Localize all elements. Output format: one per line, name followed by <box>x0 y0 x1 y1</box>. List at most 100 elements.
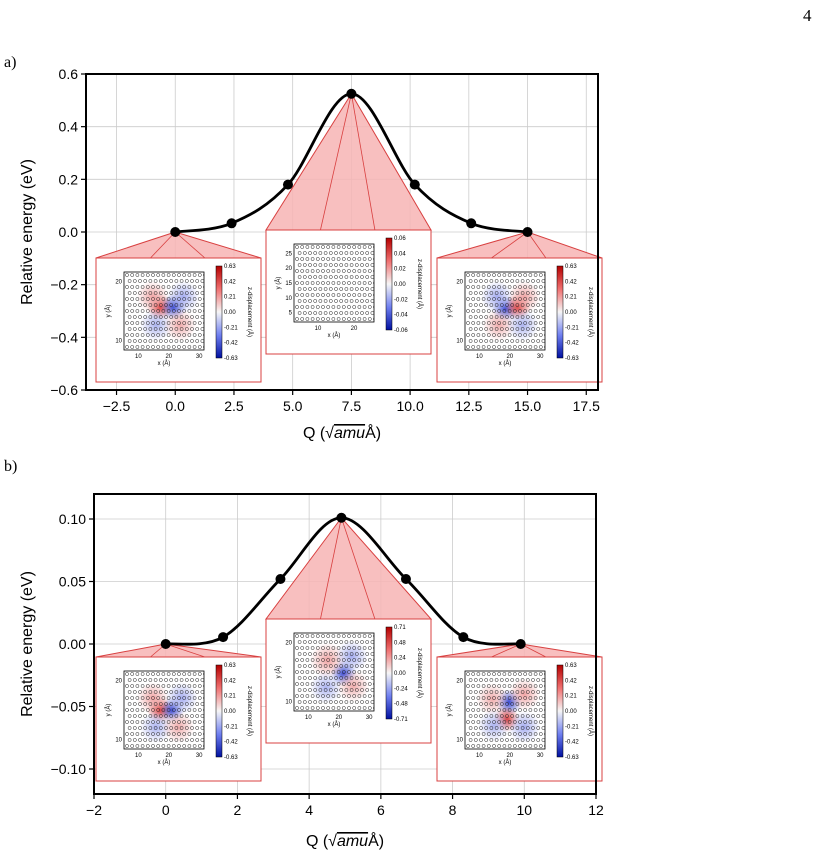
lattice-atom <box>171 696 176 700</box>
lattice-atom <box>313 652 318 656</box>
lattice-atom <box>505 738 509 742</box>
lattice-atom <box>531 315 535 319</box>
lattice-atom <box>520 714 525 718</box>
lattice-atom <box>489 702 494 706</box>
y-tick-label: −0.4 <box>50 329 78 345</box>
x-tick-label: 2 <box>234 802 242 818</box>
lattice-atom <box>305 682 310 686</box>
colorbar-label: z-displacement (Å) <box>246 686 253 736</box>
lattice-atom <box>297 299 302 303</box>
map-y-tick: 15 <box>285 281 292 287</box>
lattice-atom <box>538 333 543 337</box>
data-point <box>522 227 533 237</box>
lattice-atom <box>132 678 137 682</box>
lattice-atom <box>310 293 315 297</box>
lattice-atom <box>300 670 305 674</box>
lattice-atom <box>468 690 473 694</box>
lattice-atom <box>127 678 132 682</box>
lattice-atom <box>187 345 192 349</box>
lattice-atom <box>362 658 367 662</box>
lattice-atom <box>318 251 323 255</box>
lattice-atom <box>318 299 323 303</box>
displacement-blob <box>506 309 539 342</box>
lattice-atom <box>177 333 181 337</box>
lattice-atom <box>130 297 135 301</box>
lattice-atom <box>328 688 333 692</box>
lattice-atom <box>502 321 507 325</box>
lattice-atom <box>151 333 155 337</box>
lattice-atom <box>164 279 168 283</box>
lattice-atom <box>339 676 344 680</box>
data-point <box>458 632 469 643</box>
lattice-atom <box>305 305 310 309</box>
lattice-atom <box>354 640 359 644</box>
lattice-atom <box>140 297 145 301</box>
lattice-atom <box>164 327 168 331</box>
lattice-atom <box>323 688 328 692</box>
colorbar-tick: 0.48 <box>394 640 406 646</box>
lattice-atom <box>297 700 302 704</box>
lattice-atom <box>334 652 338 656</box>
lattice-atom <box>179 738 184 742</box>
lattice-atom <box>481 285 486 289</box>
lattice-atom <box>489 678 494 682</box>
lattice-atom <box>295 658 299 662</box>
lattice-atom <box>536 714 541 718</box>
lattice-atom <box>164 303 168 307</box>
x-axis-label: Q (√amuÅ) <box>306 831 384 850</box>
lattice-atom <box>179 327 184 331</box>
colorbar-tick: 0.04 <box>394 251 406 257</box>
lattice-atom <box>151 684 155 688</box>
lattice-atom <box>473 702 478 706</box>
lattice-atom <box>523 309 528 313</box>
lattice-atom <box>132 726 137 730</box>
lattice-atom <box>166 672 171 676</box>
lattice-atom <box>515 279 520 283</box>
lattice-atom <box>164 339 168 343</box>
lattice-atom <box>481 273 486 277</box>
lattice-atom <box>331 646 336 650</box>
lattice-atom <box>507 321 512 325</box>
lattice-atom <box>510 327 515 331</box>
lattice-atom <box>158 327 163 331</box>
lattice-atom <box>297 640 302 644</box>
lattice-atom <box>357 658 362 662</box>
lattice-atom <box>541 738 545 742</box>
lattice-atom <box>135 684 140 688</box>
x-tick-label: 10.0 <box>396 398 423 414</box>
lattice-atom <box>310 257 315 261</box>
x-tick-label: 12.5 <box>455 398 482 414</box>
lattice-atom <box>151 696 155 700</box>
lattice-atom <box>499 303 504 307</box>
displacement-blob <box>337 670 370 703</box>
lattice-atom <box>510 726 515 730</box>
lattice-atom <box>300 706 305 710</box>
map-frame <box>293 632 375 712</box>
lattice-atom <box>151 345 155 349</box>
lattice-atom <box>538 672 543 676</box>
lattice-atom <box>171 708 176 712</box>
lattice-atom <box>295 245 299 249</box>
lattice-atom <box>182 345 187 349</box>
lattice-atom <box>515 678 520 682</box>
lattice-atom <box>520 678 525 682</box>
lattice-atom <box>318 311 323 315</box>
lattice-atom <box>468 339 473 343</box>
lattice-atom <box>362 281 367 285</box>
map-y-label: y (Å) <box>105 704 112 717</box>
lattice-atom <box>360 275 364 279</box>
lattice-atom <box>347 658 351 662</box>
lattice-atom <box>473 291 478 295</box>
lattice-atom <box>313 287 318 291</box>
lattice-atom <box>533 285 538 289</box>
colorbar <box>385 237 393 331</box>
lattice-atom <box>523 321 528 325</box>
lattice-atom <box>192 285 197 289</box>
lattice-atom <box>373 293 374 297</box>
lattice-atom <box>171 285 176 289</box>
lattice-atom <box>525 303 530 307</box>
lattice-atom <box>520 339 525 343</box>
lattice-atom <box>533 333 538 337</box>
lattice-atom <box>523 720 528 724</box>
